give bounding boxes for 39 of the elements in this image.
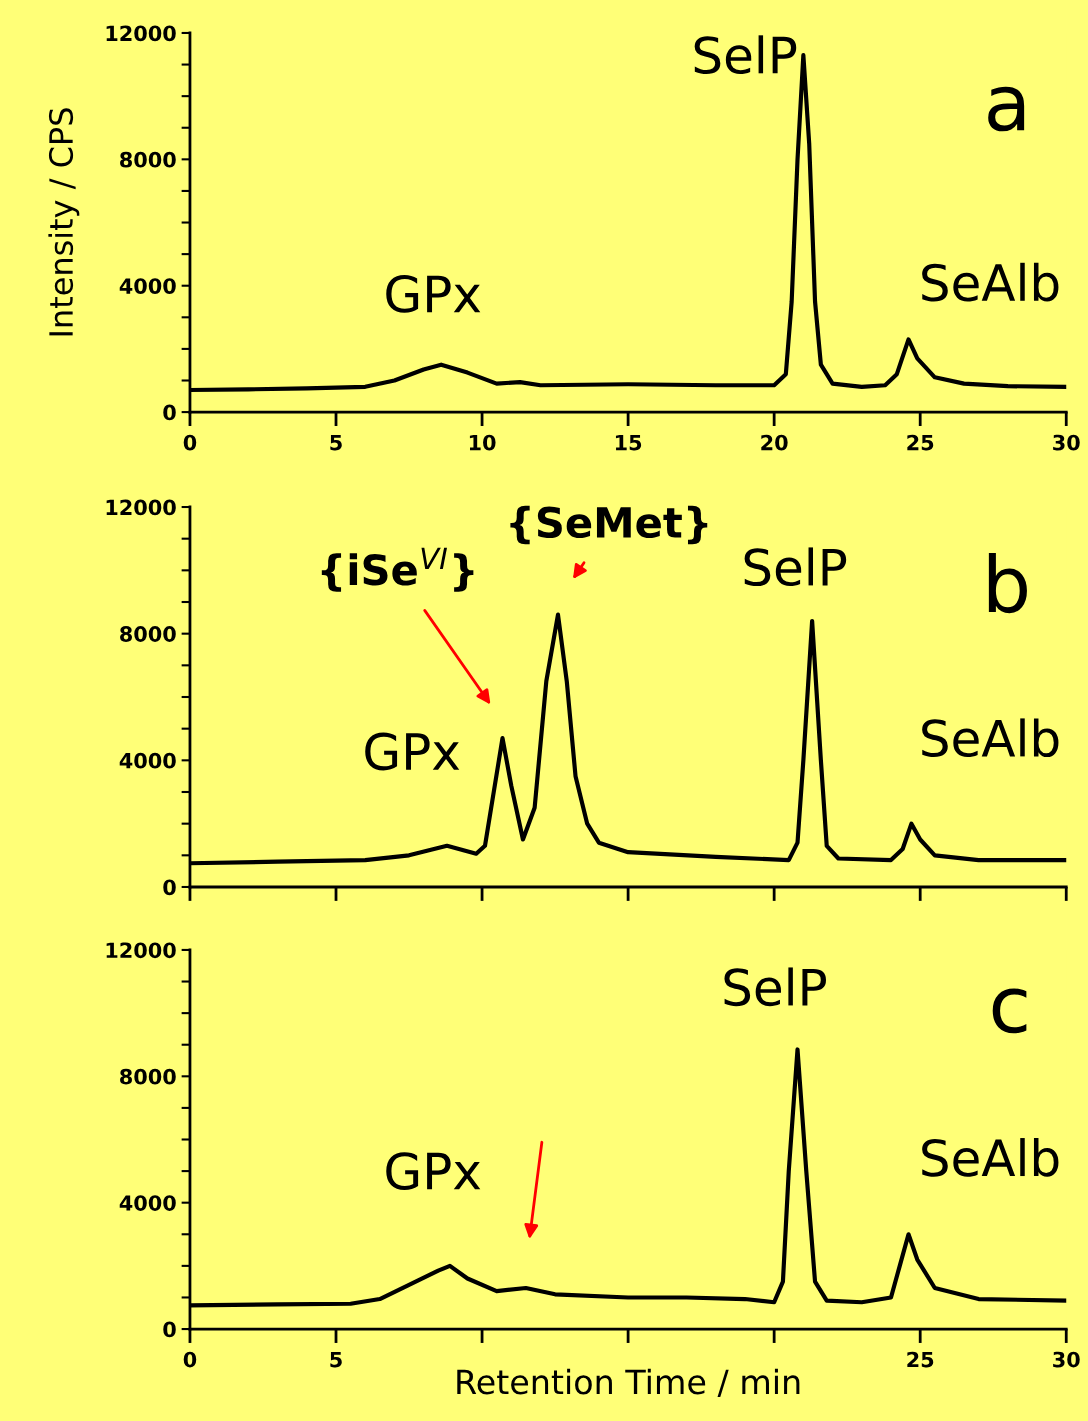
annotation: c <box>992 988 1027 1034</box>
annotation: SeAlb <box>922 718 1059 758</box>
x-tick-label: 5 <box>330 434 342 451</box>
annotation: {SeMet} <box>510 505 708 545</box>
y-tick-label: 12000 <box>106 25 176 42</box>
annotation: SelP <box>724 967 826 1007</box>
annotation: SelP <box>694 35 797 75</box>
annotation: a <box>988 86 1025 132</box>
annotation: {iSe$^{VI}$} <box>321 547 474 592</box>
y-tick-label: 8000 <box>120 151 176 168</box>
x-axis-title: Retention Time / min <box>457 1368 800 1398</box>
x-tick-label: 20 <box>761 434 788 451</box>
x-tick-label: 30 <box>1053 434 1080 451</box>
annotation: GPx <box>386 1152 481 1191</box>
x-tick-label: 0 <box>183 1351 197 1368</box>
annotation: GPx <box>365 732 460 771</box>
y-tick-label: 12000 <box>106 942 176 959</box>
x-tick-label: 30 <box>1053 1351 1080 1368</box>
y-tick-label: 8000 <box>120 626 176 642</box>
x-tick-label: 25 <box>907 434 934 451</box>
y-tick-label: 4000 <box>119 752 176 769</box>
y-tick-label: 4000 <box>119 278 176 294</box>
annotation: SeAlb <box>922 1138 1059 1177</box>
x-tick-label: 5 <box>330 1351 342 1368</box>
annotation: b <box>988 552 1027 614</box>
annotation: GPx <box>386 275 481 313</box>
x-tick-label: 0 <box>183 434 197 451</box>
y-tick-label: 0 <box>163 879 176 896</box>
x-tick-label: 25 <box>907 1351 934 1368</box>
x-tick-label: 15 <box>615 434 642 451</box>
annotation: SeAlb <box>922 262 1059 302</box>
x-tick-label: 10 <box>469 434 496 451</box>
y-tick-label: 0 <box>163 1321 176 1338</box>
annotation: SelP <box>744 547 847 587</box>
y-tick-label: 12000 <box>106 499 176 516</box>
y-tick-label: 8000 <box>120 1068 176 1085</box>
y-tick-label: 0 <box>163 404 176 421</box>
y-tick-label: 4000 <box>119 1195 176 1211</box>
y-axis-title: Intensity / CPS <box>48 108 80 336</box>
